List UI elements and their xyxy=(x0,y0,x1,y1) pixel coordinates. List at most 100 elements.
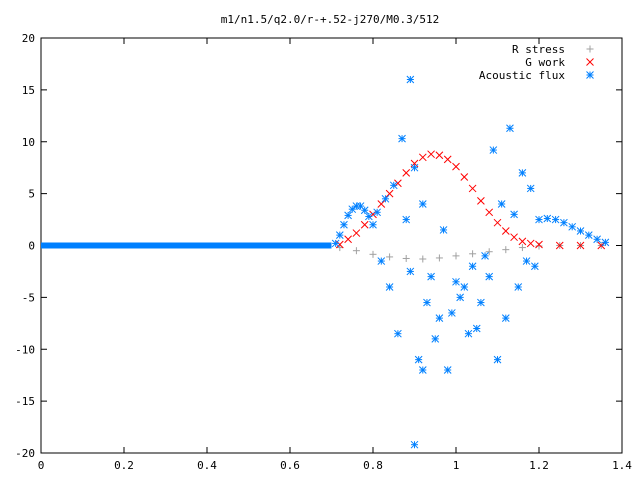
data-point xyxy=(352,247,360,255)
x-tick-label: 0.4 xyxy=(197,459,217,472)
y-tick-label: 0 xyxy=(28,240,35,253)
data-point xyxy=(385,283,394,291)
data-point xyxy=(497,200,506,208)
data-point xyxy=(489,146,498,154)
data-point xyxy=(418,153,427,162)
data-point xyxy=(394,329,402,338)
data-point xyxy=(423,298,431,307)
data-point xyxy=(431,335,440,343)
data-point xyxy=(530,262,539,271)
legend-label: G work xyxy=(525,56,565,69)
data-point xyxy=(410,440,419,449)
chart-title: m1/n1.5/q2.0/r-+.52-j270/M0.3/512 xyxy=(221,13,440,26)
data-point xyxy=(535,215,543,224)
data-point xyxy=(331,239,340,248)
plot-marks xyxy=(41,75,610,449)
y-tick-label: 10 xyxy=(22,136,35,149)
legend-marker xyxy=(586,58,594,66)
data-point xyxy=(560,218,568,227)
legend-label: Acoustic flux xyxy=(479,69,565,82)
data-point xyxy=(352,229,361,237)
series-r-stress xyxy=(336,242,605,263)
data-point xyxy=(360,220,369,229)
y-tick-label: 20 xyxy=(22,32,35,45)
data-point xyxy=(502,246,510,254)
data-point xyxy=(360,206,369,215)
data-point xyxy=(522,257,531,265)
data-point xyxy=(435,254,443,262)
data-point xyxy=(593,235,601,244)
legend-marker xyxy=(586,45,594,53)
data-point xyxy=(551,215,560,224)
data-point xyxy=(477,298,485,307)
data-point xyxy=(418,200,427,208)
data-point xyxy=(576,227,585,235)
data-point xyxy=(584,231,593,239)
data-point xyxy=(510,233,518,242)
x-tick-label: 1.4 xyxy=(612,459,632,472)
data-point xyxy=(485,208,494,217)
data-point xyxy=(469,250,477,258)
series-g-work xyxy=(335,150,606,250)
data-point xyxy=(468,262,477,271)
x-tick-label: 1.2 xyxy=(529,459,549,472)
data-point xyxy=(464,329,473,338)
data-point xyxy=(460,173,469,181)
data-point xyxy=(344,235,352,244)
data-point xyxy=(535,240,543,249)
data-point xyxy=(506,124,514,133)
data-point xyxy=(427,150,435,159)
data-point xyxy=(514,283,523,291)
y-tick-label: -10 xyxy=(15,343,35,356)
y-tick-label: -20 xyxy=(15,447,35,460)
data-point xyxy=(443,155,452,164)
data-point xyxy=(452,277,460,286)
data-point xyxy=(410,163,419,172)
data-point xyxy=(381,194,390,203)
y-tick-label: -15 xyxy=(15,395,35,408)
data-point xyxy=(340,220,348,229)
data-point xyxy=(385,189,394,198)
data-point xyxy=(555,241,564,250)
data-point xyxy=(452,252,460,260)
data-point xyxy=(477,197,485,205)
data-point xyxy=(402,215,411,224)
data-point xyxy=(427,272,435,281)
data-point xyxy=(526,184,535,193)
data-point xyxy=(456,293,465,302)
axes: 0 0.2 0.4 0.6 0.8 1 1.2 1.4 20 15 10 5 0 -5 -10 -15 -20 xyxy=(15,32,632,472)
data-point xyxy=(443,366,452,374)
y-tick-label: 5 xyxy=(28,188,35,201)
data-point xyxy=(377,200,386,208)
data-point xyxy=(597,241,606,250)
data-point xyxy=(402,169,411,177)
data-point xyxy=(501,227,510,235)
data-point xyxy=(406,267,415,276)
data-point xyxy=(485,272,494,281)
data-point xyxy=(335,231,344,239)
data-point xyxy=(601,238,610,247)
data-point xyxy=(510,210,518,219)
y-tick-label: 15 xyxy=(22,84,35,97)
data-point xyxy=(406,75,415,84)
data-point xyxy=(369,250,377,258)
data-point xyxy=(364,212,373,221)
data-point xyxy=(518,169,527,177)
data-point xyxy=(389,181,398,190)
data-point xyxy=(472,324,481,333)
data-point xyxy=(568,222,577,231)
data-point xyxy=(526,239,535,248)
x-tick-label: 1 xyxy=(453,459,460,472)
data-point xyxy=(336,244,344,252)
data-point xyxy=(348,205,357,214)
data-point xyxy=(468,184,477,193)
x-tick-label: 0.6 xyxy=(280,459,300,472)
data-point xyxy=(369,220,377,229)
data-point xyxy=(418,366,427,374)
data-point xyxy=(518,244,526,252)
data-point xyxy=(419,255,427,263)
data-point xyxy=(493,355,502,364)
data-point xyxy=(535,242,543,250)
